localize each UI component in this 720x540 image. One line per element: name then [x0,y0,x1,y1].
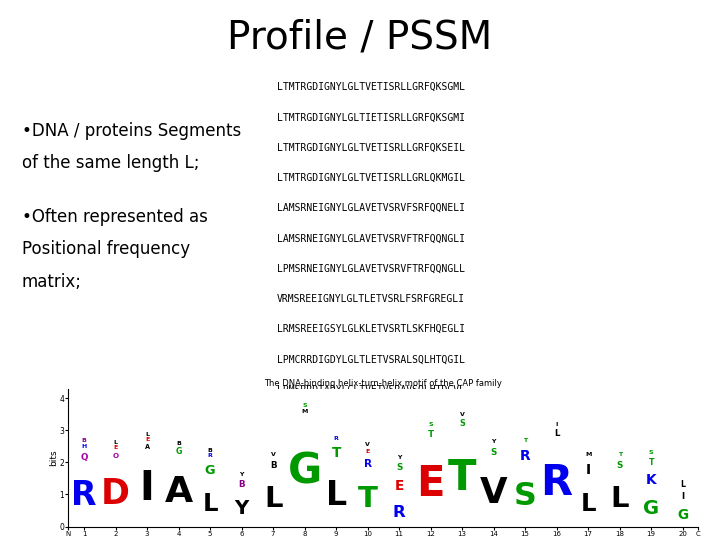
Text: I: I [555,422,558,427]
Text: V: V [480,476,508,510]
Text: V: V [271,452,276,457]
Text: R: R [207,453,212,458]
Text: R: R [333,436,338,441]
Text: LTMTRGDIGNYLGLTVETISRLLGRFQKSEIL: LTMTRGDIGNYLGLTVETISRLLGRFQKSEIL [277,143,465,153]
Text: Y: Y [239,472,244,477]
Text: S: S [302,403,307,408]
Text: LPMSRQDIADYLGLTIETVSRTFTKLERHGAI: LPMSRQDIADYLGLTIETVSRTFTKLERHGAI [277,415,465,425]
Text: Y: Y [397,455,402,460]
Text: LRMSREEIGSYLGLKLETVSRTLSKFHQEGLI: LRMSREEIGSYLGLKLETVSRTLSKFHQEGLI [277,324,465,334]
Text: R: R [520,449,531,463]
Text: I: I [681,492,684,501]
Text: LPMSRNEIGNYLGLAVETVSRVFTRFQQNGLL: LPMSRNEIGNYLGLAVETVSRVFTRFQQNGLL [277,264,465,274]
Text: O: O [112,453,119,458]
Text: G: G [643,500,660,518]
Text: LTMTRGDIGNYLGLTVETISRLLGRLQKMGIL: LTMTRGDIGNYLGLTVETISRLLGRLQKMGIL [277,173,465,183]
Text: T: T [428,430,433,440]
Text: LAMSRNEIGNYLGLAVETVSRVFTRFQQNGLI: LAMSRNEIGNYLGLAVETVSRVFTRFQQNGLI [277,233,465,244]
Text: L: L [325,479,347,512]
Text: D: D [101,477,130,511]
Text: Positional frequency: Positional frequency [22,240,190,258]
Text: B: B [81,438,86,443]
Text: B: B [207,448,212,453]
Text: L: L [145,433,149,437]
Text: M: M [585,452,591,457]
Text: T: T [331,446,341,460]
Text: G: G [287,450,322,492]
Text: L: L [264,485,282,514]
Text: M: M [302,409,308,414]
Text: S: S [396,463,402,472]
Text: matrix;: matrix; [22,273,81,291]
Text: G: G [204,464,215,477]
Text: LAMSRNEIGNYLGLAVETVSRVFSRFQQNELI: LAMSRNEIGNYLGLAVETVSRVFSRFQQNELI [277,203,465,213]
Text: T: T [523,437,527,443]
Text: E: E [395,479,404,493]
Text: T: T [358,485,377,514]
Text: I: I [585,463,590,477]
Text: L: L [580,492,596,516]
Text: K: K [646,472,657,487]
Text: L: L [680,480,685,489]
Text: B: B [238,480,245,489]
Text: LTMTRGDIGNYLGLTVETISRLLGRFQKSGML: LTMTRGDIGNYLGLTVETISRLLGRFQKSGML [277,82,465,92]
Text: L: L [114,440,117,445]
Y-axis label: bits: bits [49,449,58,466]
Text: S: S [490,448,497,457]
Text: E: E [145,437,149,442]
Text: S: S [513,481,536,512]
Text: G: G [176,447,182,456]
Text: E: E [114,444,118,450]
Text: A: A [145,444,150,450]
Text: Y: Y [235,500,249,518]
Text: S: S [428,422,433,427]
Text: V: V [365,442,370,447]
Text: LPMSRRDIADYLGLTVETVSRAVSQLHTDGVL: LPMSRRDIADYLGLTVETVSRAVSQLHTDGVL [277,384,465,395]
Text: G: G [677,508,688,522]
Text: •Often represented as: •Often represented as [22,208,207,226]
Text: E: E [366,449,370,454]
Text: L: L [611,485,629,514]
Text: A: A [165,475,193,509]
Text: B: B [270,461,276,470]
Text: •DNA / proteins Segments: •DNA / proteins Segments [22,122,241,139]
Text: R: R [71,479,97,512]
Text: T: T [448,457,477,498]
Title: The DNA-binding helix-turn-helix motif of the CAP family: The DNA-binding helix-turn-helix motif o… [264,379,503,388]
Text: R: R [541,462,572,504]
Text: Y: Y [491,439,496,444]
Text: S: S [649,450,654,455]
Text: of the same length L;: of the same length L; [22,154,199,172]
Text: E: E [416,463,445,505]
Text: B: B [176,441,181,446]
Text: R: R [393,504,405,519]
Text: VRMSREEIGNYLGLTLETVSRLFSRFGREGLI: VRMSREEIGNYLGLTLETVSRLFSRFGREGLI [277,294,465,304]
Text: T: T [649,458,654,467]
Text: V: V [459,412,464,417]
Text: L: L [554,429,559,438]
Text: L: L [202,492,218,516]
Text: Q: Q [81,453,88,462]
Text: I: I [140,469,155,509]
Text: S: S [459,418,465,428]
Text: S: S [616,461,623,470]
Text: LPMCRRDIGDYLGLTLETVSRALSQLHTQGIL: LPMCRRDIGDYLGLTLETVSRALSQLHTQGIL [277,354,465,364]
Text: T: T [618,452,621,457]
Text: LTMTRGDIGNYLGLTIETISRLLGRFQKSGMI: LTMTRGDIGNYLGLTIETISRLLGRFQKSGMI [277,112,465,123]
Text: Profile / PSSM: Profile / PSSM [228,19,492,57]
Text: H: H [81,444,87,449]
Text: R: R [364,459,372,469]
